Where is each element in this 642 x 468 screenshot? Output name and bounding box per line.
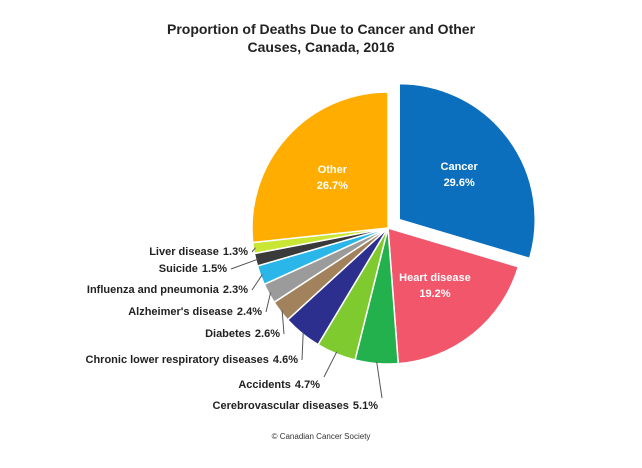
label-name: Chronic lower respiratory diseases bbox=[86, 354, 269, 366]
outside-label: Liver disease 1.3% bbox=[149, 246, 248, 258]
outside-label: Suicide 1.5% bbox=[159, 263, 227, 275]
outside-label: Cerebrovascular diseases 5.1% bbox=[213, 400, 379, 412]
label-value: 4.7% bbox=[295, 379, 320, 391]
slice-value: 26.7% bbox=[317, 180, 348, 192]
slice-label: Other bbox=[318, 164, 348, 176]
slice-value: 19.2% bbox=[419, 288, 450, 300]
label-name: Accidents bbox=[238, 379, 291, 391]
slice-value: 29.6% bbox=[444, 177, 475, 189]
leader-line bbox=[230, 258, 258, 270]
label-value: 5.1% bbox=[353, 400, 378, 412]
chart-title: Proportion of Deaths Due to Cancer and O… bbox=[166, 21, 476, 55]
slice-label: Heart disease bbox=[399, 272, 471, 284]
slice-label: Cancer bbox=[441, 161, 479, 173]
label-value: 2.3% bbox=[223, 284, 248, 296]
label-value: 1.5% bbox=[202, 263, 227, 275]
label-value: 2.6% bbox=[255, 328, 280, 340]
label-name: Suicide bbox=[159, 263, 198, 275]
source: © Canadian Cancer Society bbox=[271, 432, 371, 441]
outside-label: Accidents 4.7% bbox=[238, 379, 320, 391]
leader-line bbox=[323, 351, 338, 378]
label-value: 4.6% bbox=[273, 354, 298, 366]
leader-line bbox=[265, 292, 272, 313]
leader-line bbox=[251, 274, 263, 291]
label-name: Liver disease bbox=[149, 246, 219, 258]
label-value: 1.3% bbox=[223, 246, 248, 258]
label-value: 2.4% bbox=[237, 306, 262, 318]
pie-slice bbox=[398, 82, 536, 260]
leader-line bbox=[301, 331, 304, 361]
leader-line bbox=[281, 310, 285, 335]
leader-line bbox=[376, 361, 383, 399]
label-name: Diabetes bbox=[205, 328, 251, 340]
outside-label: Chronic lower respiratory diseases 4.6% bbox=[86, 354, 299, 366]
outside-label: Alzheimer's disease 2.4% bbox=[128, 306, 262, 318]
outside-label: Influenza and pneumonia 2.3% bbox=[87, 284, 248, 296]
outside-label: Diabetes 2.6% bbox=[205, 328, 280, 340]
label-name: Influenza and pneumonia bbox=[87, 284, 220, 296]
leader-line bbox=[251, 247, 256, 253]
pie-slice bbox=[387, 226, 520, 365]
label-name: Alzheimer's disease bbox=[128, 306, 233, 318]
label-name: Cerebrovascular diseases bbox=[213, 400, 349, 412]
pie-slice bbox=[251, 91, 389, 244]
